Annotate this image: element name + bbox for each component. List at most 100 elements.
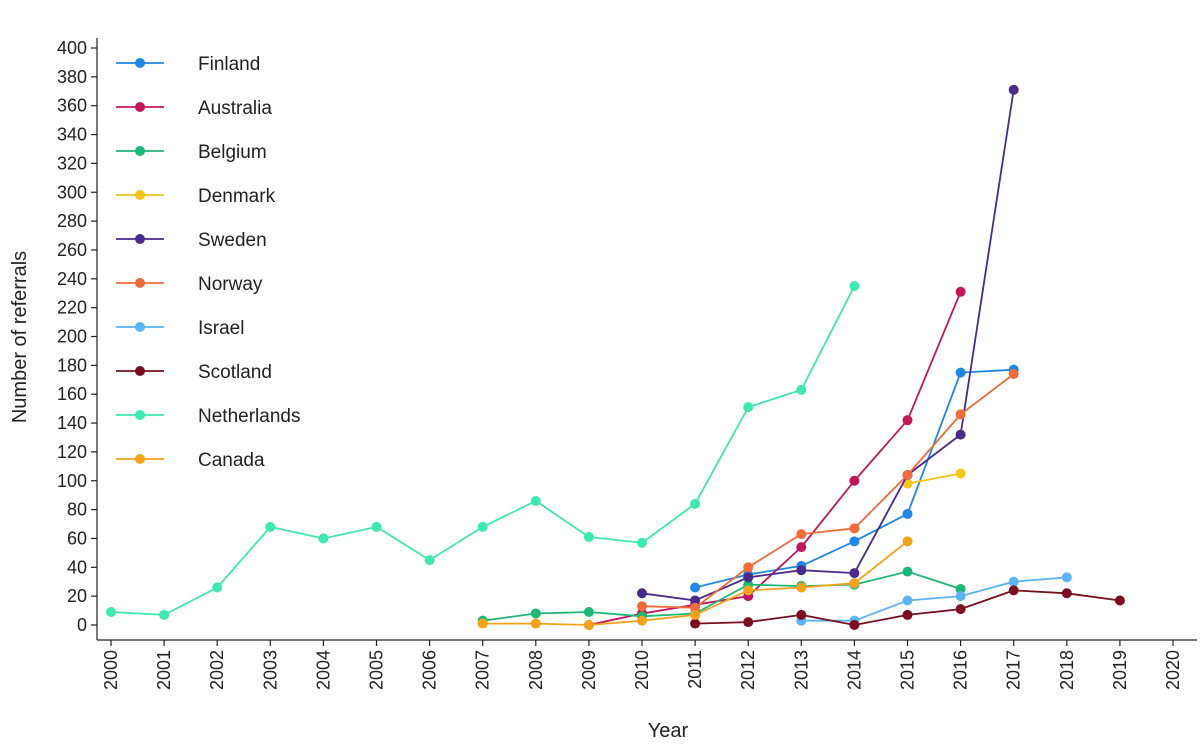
- legend-swatch-marker: [135, 454, 145, 464]
- data-point: [424, 555, 435, 566]
- data-point: [902, 469, 913, 480]
- x-axis: 2000 2001 2002 2003 2004 2005 2006 2007 2008 2009…: [97, 639, 1197, 690]
- data-point: [530, 618, 541, 629]
- y-tick-label: 60: [67, 528, 87, 548]
- y-tick-label: 180: [57, 355, 87, 375]
- legend-swatch-marker: [135, 322, 145, 332]
- y-tick-label: 300: [57, 182, 87, 202]
- y-tick-label: 280: [57, 211, 87, 231]
- y-tick-label: 360: [57, 96, 87, 116]
- data-point: [902, 609, 913, 620]
- legend-swatch-marker: [135, 58, 145, 68]
- data-point: [1061, 588, 1072, 599]
- x-tick-label: 2011: [685, 650, 705, 689]
- x-tick-label: 2007: [473, 650, 493, 690]
- data-point: [1114, 595, 1125, 606]
- x-tick-label: 2006: [420, 650, 440, 690]
- legend-label: Canada: [198, 450, 265, 471]
- y-tick-label: 260: [57, 240, 87, 260]
- data-point: [955, 429, 966, 440]
- x-axis-title: Year: [648, 720, 689, 742]
- data-point: [106, 607, 116, 618]
- series-netherlands: [106, 281, 860, 620]
- legend-item-sweden: Sweden: [116, 230, 267, 251]
- data-point: [637, 615, 647, 626]
- legend-label: Sweden: [198, 230, 267, 251]
- series-sweden: [637, 84, 1019, 606]
- legend-item-norway: Norway: [116, 274, 263, 295]
- legend: Finland Australia Belgium Denmark Sweden Norw…: [116, 54, 300, 471]
- y-tick-label: 0: [77, 615, 87, 635]
- legend-label: Israel: [198, 318, 244, 339]
- x-tick-label: 2014: [844, 650, 864, 690]
- x-tick-label: 2001: [154, 650, 174, 690]
- x-tick-label: 2013: [791, 650, 811, 690]
- data-point: [849, 281, 860, 292]
- y-axis: 0 20 40 60 80 100 120 140 160 180 200 220 240 260 280 3…: [57, 38, 98, 640]
- series-line: [641, 373, 1015, 609]
- x-tick-label: 2003: [260, 650, 280, 690]
- y-tick-label: 40: [67, 557, 87, 577]
- data-point: [477, 521, 488, 532]
- data-point: [1008, 576, 1019, 587]
- data-point: [583, 620, 594, 630]
- data-point: [583, 532, 594, 543]
- legend-label: Netherlands: [198, 406, 300, 427]
- data-point: [530, 495, 541, 506]
- series-line: [588, 291, 962, 626]
- data-point: [743, 585, 754, 596]
- data-point: [955, 367, 966, 378]
- x-tick-label: 2016: [951, 650, 971, 690]
- x-tick-label: 2008: [526, 650, 546, 690]
- data-point: [690, 618, 701, 629]
- data-point: [796, 582, 807, 593]
- y-tick-label: 400: [57, 38, 87, 58]
- data-point: [902, 595, 913, 606]
- x-tick-label: 2009: [579, 650, 599, 690]
- x-tick-label: 2010: [632, 650, 652, 690]
- data-point: [1008, 585, 1019, 596]
- legend-swatch-marker: [135, 102, 145, 112]
- series-layer: [106, 84, 1125, 630]
- y-tick-label: 220: [57, 298, 87, 318]
- data-point: [902, 566, 913, 577]
- series-norway: [637, 369, 1019, 613]
- data-point: [955, 468, 966, 479]
- data-point: [159, 609, 170, 620]
- legend-item-israel: Israel: [116, 318, 244, 339]
- legend-item-belgium: Belgium: [116, 142, 267, 163]
- data-point: [212, 582, 223, 593]
- data-point: [530, 608, 541, 619]
- data-point: [743, 402, 754, 413]
- y-tick-label: 240: [57, 269, 87, 289]
- data-point: [1061, 572, 1072, 583]
- x-tick-label: 2017: [1004, 650, 1024, 690]
- data-point: [1008, 84, 1019, 95]
- y-tick-label: 160: [57, 384, 87, 404]
- data-point: [796, 565, 807, 576]
- legend-swatch-marker: [135, 366, 145, 376]
- legend-label: Denmark: [198, 186, 276, 207]
- series-denmark: [902, 468, 966, 489]
- data-point: [690, 602, 701, 613]
- data-point: [849, 620, 860, 630]
- data-point: [796, 529, 807, 540]
- data-point: [849, 578, 860, 589]
- legend-swatch-marker: [135, 410, 145, 420]
- y-tick-label: 100: [57, 471, 87, 491]
- data-point: [743, 617, 754, 628]
- x-tick-label: 2004: [313, 650, 333, 690]
- series-scotland: [690, 585, 1125, 630]
- data-point: [796, 384, 807, 395]
- data-point: [955, 583, 966, 594]
- y-tick-label: 120: [57, 442, 87, 462]
- data-point: [265, 521, 276, 532]
- legend-label: Norway: [198, 274, 263, 295]
- y-axis-title: Number of referrals: [9, 251, 31, 423]
- x-tick-label: 2018: [1057, 650, 1077, 690]
- data-point: [849, 536, 860, 547]
- legend-label: Belgium: [198, 142, 267, 163]
- data-point: [902, 415, 913, 426]
- y-tick-label: 20: [67, 586, 87, 606]
- series-line: [482, 570, 961, 622]
